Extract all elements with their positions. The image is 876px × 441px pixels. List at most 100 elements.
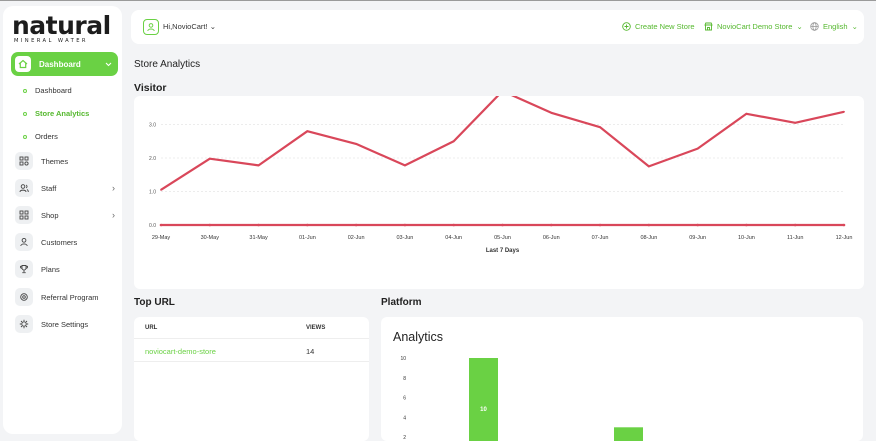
users-icon — [15, 179, 33, 197]
x-tick-label: 05-Jun — [494, 235, 511, 241]
x-tick-label: 08-Jun — [640, 235, 657, 241]
sidebar-item-customers[interactable]: Customers — [15, 232, 115, 252]
sidebar-subitem-label: Store Analytics — [35, 109, 90, 118]
x-tick-label: 12-Jun — [836, 235, 853, 241]
x-tick-label: 03-Jun — [397, 235, 414, 241]
x-tick-label: 06-Jun — [543, 235, 560, 241]
sidebar-item-label: Plans — [41, 264, 60, 274]
sidebar-subitem-label: Orders — [35, 132, 58, 141]
sidebar: natural MINERAL WATER Dashboard Dashboar… — [3, 6, 122, 434]
data-point — [404, 164, 406, 167]
x-tick-label: 02-Jun — [348, 235, 365, 241]
data-point — [598, 223, 602, 227]
visitor-section-title: Visitor — [134, 82, 167, 94]
sidebar-item-dashboard[interactable]: Dashboard — [11, 52, 118, 76]
data-point — [599, 126, 601, 129]
data-point — [355, 143, 358, 145]
sidebar-item-label: Themes — [41, 156, 69, 166]
chevron-right-icon: › — [112, 183, 115, 193]
platform-bar-chart: 2 4 6 8 10 10 — [400, 356, 643, 441]
bar — [614, 427, 643, 441]
avatar[interactable] — [143, 19, 159, 35]
sidebar-subitem-dashboard[interactable]: Dashboard — [23, 86, 72, 95]
logo-subtitle: MINERAL WATER — [14, 38, 88, 44]
x-tick-label: 07-Jun — [592, 235, 609, 241]
sidebar-item-store-settings[interactable]: Store Settings — [15, 314, 115, 334]
data-point — [696, 147, 699, 150]
x-tick-label: 01-Jun — [299, 235, 316, 241]
store-selector[interactable]: NovioCart Demo Store ⌄ — [704, 22, 803, 31]
sidebar-subitem-label: Dashboard — [35, 86, 72, 95]
data-point — [452, 223, 456, 227]
x-tick-label: 11-Jun — [787, 235, 803, 241]
x-tick-label: 04-Jun — [445, 235, 462, 241]
data-point — [159, 223, 163, 227]
sidebar-item-referral-program[interactable]: Referral Program — [15, 287, 115, 307]
greeting-text: Hi,NovioCart! — [163, 22, 208, 31]
x-tick-label: 09-Jun — [689, 235, 706, 241]
y-tick-label: 1.0 — [149, 190, 156, 196]
chevron-down-icon — [105, 60, 112, 69]
data-point — [452, 140, 455, 143]
themes-icon — [15, 152, 33, 170]
y-tick-label: 0.0 — [149, 223, 156, 229]
x-tick-label: 30-May — [201, 235, 220, 241]
analytics-title: Analytics — [393, 330, 444, 344]
sidebar-item-themes[interactable]: Themes — [15, 151, 115, 171]
top-url-table: URL VIEWS noviocart-demo-store 14 — [134, 317, 369, 441]
y-tick-label: 3.0 — [149, 123, 156, 129]
plus-circle-icon — [622, 22, 631, 31]
bar — [469, 358, 498, 441]
y-tick-label: 8 — [403, 376, 406, 382]
data-point — [843, 110, 845, 113]
data-point — [208, 223, 212, 227]
user-menu-button[interactable]: Hi,NovioCart! ⌄ — [163, 22, 216, 31]
visitor-line-chart: 0.0 1.0 2.0 3.0 29-May 30-May 31-May 01-Jun 02-J… — [149, 96, 853, 254]
home-icon — [15, 56, 31, 72]
platform-analytics-card: Analytics 2 4 6 8 10 10 — [381, 317, 863, 441]
data-point — [842, 223, 846, 227]
data-point — [403, 223, 407, 227]
y-tick-label: 2.0 — [149, 156, 156, 162]
series-line — [160, 96, 845, 191]
sidebar-item-label: Staff — [41, 183, 57, 193]
data-point — [257, 223, 260, 227]
platform-title: Platform — [381, 297, 422, 308]
language-selector[interactable]: English ⌄ — [810, 22, 858, 31]
globe-icon — [810, 22, 819, 31]
table-row: noviocart-demo-store 14 — [134, 340, 369, 362]
data-point — [501, 223, 504, 227]
data-point — [257, 164, 260, 167]
data-point — [647, 223, 651, 227]
store-name: NovioCart Demo Store — [717, 22, 793, 31]
sidebar-item-shop[interactable]: Shop › — [15, 205, 115, 225]
views-count: 14 — [306, 347, 315, 356]
column-header-views: VIEWS — [306, 325, 326, 331]
user-icon — [15, 233, 33, 251]
data-point — [208, 157, 211, 160]
create-new-store-button[interactable]: Create New Store — [622, 22, 695, 31]
create-new-store-label: Create New Store — [635, 22, 695, 31]
sidebar-subitem-orders[interactable]: Orders — [23, 132, 58, 141]
window-top-border — [0, 0, 876, 1]
bullet-icon — [23, 88, 27, 93]
data-point — [354, 223, 358, 227]
data-point — [647, 165, 650, 168]
sidebar-item-plans[interactable]: Plans — [15, 259, 115, 279]
settings-icon — [15, 315, 33, 333]
data-point — [549, 223, 553, 227]
column-header-url: URL — [145, 325, 158, 331]
data-point — [306, 223, 309, 227]
sidebar-subitem-store-analytics[interactable]: Store Analytics — [23, 109, 89, 118]
data-point — [306, 130, 309, 133]
brand-logo[interactable]: natural MINERAL WATER — [12, 13, 112, 45]
url-link[interactable]: noviocart-demo-store — [145, 347, 216, 356]
chevron-down-icon: ⌄ — [851, 22, 858, 31]
grid-icon — [15, 206, 33, 224]
y-tick-label: 2 — [403, 435, 406, 441]
top-header: Hi,NovioCart! ⌄ Create New Store NovioCa… — [131, 10, 864, 44]
visitor-chart-card: 0.0 1.0 2.0 3.0 29-May 30-May 31-May 01-Jun 02-J… — [134, 96, 864, 289]
sidebar-item-staff[interactable]: Staff › — [15, 178, 115, 198]
sidebar-item-label: Store Settings — [41, 319, 89, 329]
x-axis-label: Last 7 Days — [486, 248, 520, 254]
